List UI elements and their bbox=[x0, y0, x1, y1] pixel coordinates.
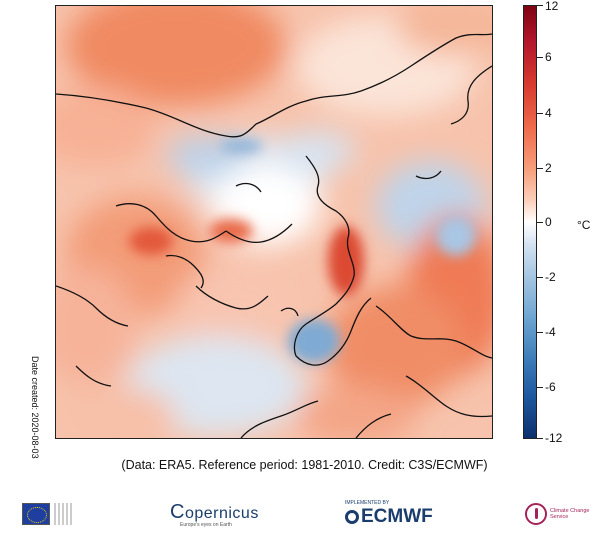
temperature-anomaly-map bbox=[55, 5, 493, 439]
colorbar-tick-label: 12 bbox=[545, 0, 559, 13]
colorbar-unit: °C bbox=[577, 218, 591, 232]
map-canvas bbox=[56, 6, 492, 438]
ecmwf-text: ECMWF bbox=[361, 506, 433, 527]
logo-bar: Copernicus Europe's eyes on Earth IMPLEM… bbox=[0, 494, 609, 534]
copernicus-logo[interactable]: Copernicus Europe's eyes on Earth bbox=[170, 494, 259, 534]
colorbar-tick-label: -4 bbox=[545, 325, 556, 339]
ecmwf-icon bbox=[345, 510, 359, 524]
colorbar-tick bbox=[537, 277, 543, 278]
colorbar-tick bbox=[537, 113, 543, 114]
colorbar-tick bbox=[537, 332, 543, 333]
eu-logo[interactable] bbox=[22, 494, 74, 534]
ecmwf-implemented-by: IMPLEMENTED BY bbox=[345, 500, 390, 506]
date-created: Date created: 2020-08-03 bbox=[30, 356, 40, 459]
colorbar bbox=[523, 5, 537, 439]
coastlines bbox=[56, 33, 492, 438]
eu-flag-icon bbox=[22, 503, 50, 525]
colorbar-tick bbox=[537, 222, 543, 223]
colorbar-tick-label: 6 bbox=[545, 50, 552, 64]
eu-building-icon bbox=[54, 503, 74, 525]
copernicus-tagline: Europe's eyes on Earth bbox=[180, 521, 232, 528]
copernicus-c-icon: C bbox=[170, 500, 185, 523]
anomaly-hotspots bbox=[129, 138, 476, 363]
colorbar-tick bbox=[537, 5, 543, 6]
colorbar-tick-label: -2 bbox=[545, 270, 556, 284]
c3s-logo[interactable]: Climate Change Service bbox=[525, 494, 590, 534]
colorbar-tick bbox=[537, 57, 543, 58]
c3s-text: Climate Change Service bbox=[550, 508, 590, 520]
colorbar-tick bbox=[537, 168, 543, 169]
colorbar-tick-label: 2 bbox=[545, 161, 552, 175]
colorbar-tick bbox=[537, 438, 543, 439]
c3s-thermometer-icon bbox=[525, 503, 547, 525]
copernicus-text: opernicus bbox=[184, 504, 259, 522]
colorbar-tick bbox=[537, 387, 543, 388]
colorbar-tick-label: 4 bbox=[545, 106, 552, 120]
caption: (Data: ERA5. Reference period: 1981-2010… bbox=[121, 458, 488, 472]
colorbar-tick-label: -6 bbox=[545, 380, 556, 394]
colorbar-tick-label: 0 bbox=[545, 215, 552, 229]
colorbar-tick-label: -12 bbox=[545, 431, 563, 445]
ecmwf-logo[interactable]: IMPLEMENTED BY ECMWF bbox=[345, 494, 433, 534]
